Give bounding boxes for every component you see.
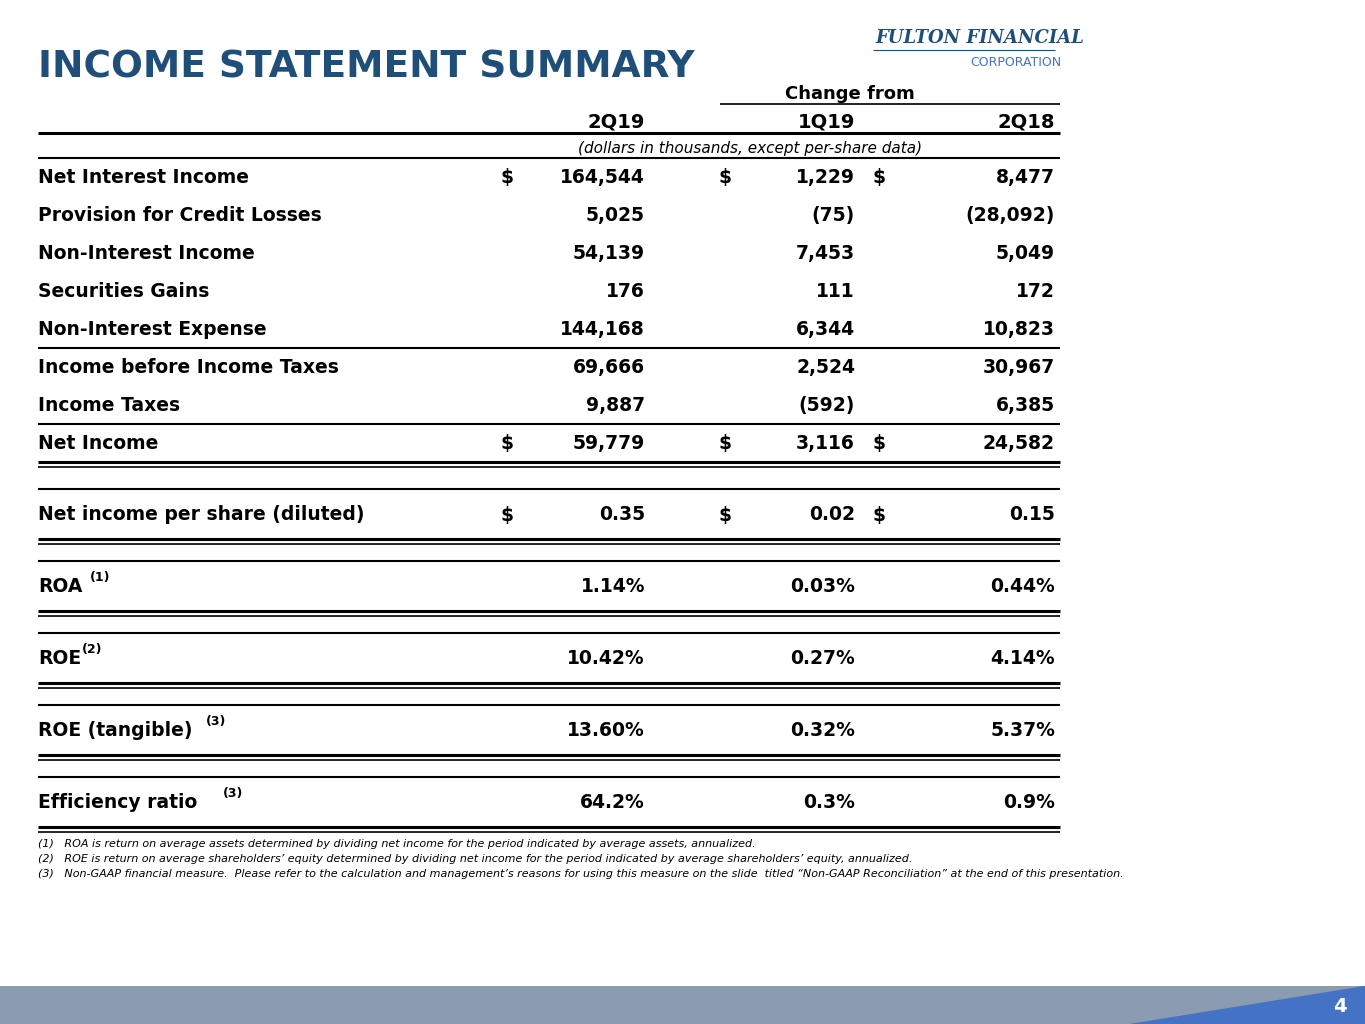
Text: 0.9%: 0.9% — [1003, 794, 1055, 812]
Text: (1): (1) — [90, 570, 111, 584]
Text: ROA: ROA — [38, 578, 82, 597]
Text: 9,887: 9,887 — [586, 396, 646, 416]
Text: 176: 176 — [606, 283, 646, 301]
Text: 0.32%: 0.32% — [790, 722, 854, 740]
Text: 0.03%: 0.03% — [790, 578, 854, 597]
Text: ROE (tangible): ROE (tangible) — [38, 722, 192, 740]
Text: 0.02: 0.02 — [809, 506, 854, 524]
Text: Non-Interest Expense: Non-Interest Expense — [38, 321, 266, 339]
Bar — [0, 986, 1365, 1024]
Text: Efficiency ratio: Efficiency ratio — [38, 794, 198, 812]
Text: 7,453: 7,453 — [796, 245, 854, 263]
Text: (2)   ROE is return on average shareholders’ equity determined by dividing net i: (2) ROE is return on average shareholder… — [38, 854, 912, 864]
Text: 24,582: 24,582 — [983, 434, 1055, 454]
Text: 54,139: 54,139 — [573, 245, 646, 263]
Text: 6,344: 6,344 — [796, 321, 854, 339]
Text: 3,116: 3,116 — [796, 434, 854, 454]
Text: 111: 111 — [816, 283, 854, 301]
Text: 2Q19: 2Q19 — [587, 113, 646, 131]
Text: 30,967: 30,967 — [983, 358, 1055, 377]
Text: 0.3%: 0.3% — [803, 794, 854, 812]
Text: $: $ — [500, 506, 513, 524]
Polygon shape — [1130, 986, 1365, 1024]
Text: 69,666: 69,666 — [573, 358, 646, 377]
Text: (75): (75) — [812, 206, 854, 225]
Text: 10,823: 10,823 — [983, 321, 1055, 339]
Text: Securities Gains: Securities Gains — [38, 283, 209, 301]
Text: (1)   ROA is return on average assets determined by dividing net income for the : (1) ROA is return on average assets dete… — [38, 839, 756, 849]
Text: $: $ — [718, 434, 732, 454]
Text: 164,544: 164,544 — [560, 168, 646, 187]
Text: 5,025: 5,025 — [586, 206, 646, 225]
Text: 6,385: 6,385 — [996, 396, 1055, 416]
Text: 8,477: 8,477 — [996, 168, 1055, 187]
Text: 0.27%: 0.27% — [790, 649, 854, 669]
Text: 0.35: 0.35 — [599, 506, 646, 524]
Text: 2Q18: 2Q18 — [998, 113, 1055, 131]
Text: 13.60%: 13.60% — [568, 722, 646, 740]
Text: 4: 4 — [1334, 997, 1347, 1017]
Text: $: $ — [874, 168, 886, 187]
Text: Income before Income Taxes: Income before Income Taxes — [38, 358, 339, 377]
Text: Net income per share (diluted): Net income per share (diluted) — [38, 506, 364, 524]
Text: 1Q19: 1Q19 — [797, 113, 854, 131]
Text: 1.14%: 1.14% — [580, 578, 646, 597]
Text: FULTON FINANCIAL: FULTON FINANCIAL — [875, 29, 1084, 47]
Text: Provision for Credit Losses: Provision for Credit Losses — [38, 206, 322, 225]
Text: (dollars in thousands, except per-share data): (dollars in thousands, except per-share … — [577, 140, 923, 156]
Text: 5.37%: 5.37% — [990, 722, 1055, 740]
Text: 5,049: 5,049 — [996, 245, 1055, 263]
Text: 59,779: 59,779 — [573, 434, 646, 454]
Text: Income Taxes: Income Taxes — [38, 396, 180, 416]
Text: $: $ — [500, 168, 513, 187]
Text: 0.15: 0.15 — [1009, 506, 1055, 524]
Text: 172: 172 — [1016, 283, 1055, 301]
Text: Non-Interest Income: Non-Interest Income — [38, 245, 255, 263]
Text: Net Income: Net Income — [38, 434, 158, 454]
Text: Net Interest Income: Net Interest Income — [38, 168, 248, 187]
Text: CORPORATION: CORPORATION — [971, 55, 1061, 69]
Text: INCOME STATEMENT SUMMARY: INCOME STATEMENT SUMMARY — [38, 50, 695, 86]
Text: (28,092): (28,092) — [965, 206, 1055, 225]
Text: (3): (3) — [222, 786, 243, 800]
Text: $: $ — [874, 506, 886, 524]
Text: ROE: ROE — [38, 649, 81, 669]
Text: $: $ — [718, 506, 732, 524]
Text: (3)   Non-GAAP financial measure.  Please refer to the calculation and managemen: (3) Non-GAAP financial measure. Please r… — [38, 869, 1123, 879]
Text: 4.14%: 4.14% — [991, 649, 1055, 669]
Text: (3): (3) — [206, 715, 227, 727]
Text: $: $ — [500, 434, 513, 454]
Text: $: $ — [874, 434, 886, 454]
Text: 0.44%: 0.44% — [990, 578, 1055, 597]
Text: $: $ — [718, 168, 732, 187]
Text: 144,168: 144,168 — [560, 321, 646, 339]
Text: 10.42%: 10.42% — [568, 649, 646, 669]
Text: (592): (592) — [799, 396, 854, 416]
Text: (2): (2) — [82, 642, 102, 655]
Text: 2,524: 2,524 — [796, 358, 854, 377]
Text: 1,229: 1,229 — [796, 168, 854, 187]
Text: 64.2%: 64.2% — [580, 794, 646, 812]
Text: Change from: Change from — [785, 85, 915, 103]
